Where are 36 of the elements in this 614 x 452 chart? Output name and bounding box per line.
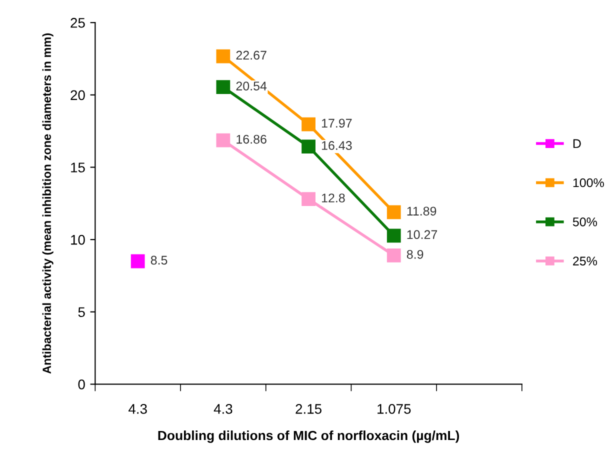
x-tick-label: 4.3 (214, 404, 232, 414)
y-axis-title: Antibacterial activity (mean inhibition zone diameters in mm) (42, 33, 54, 374)
data-label: 20.54 (236, 82, 267, 90)
data-label: 8.5 (150, 256, 168, 265)
y-tick-label: 0 (78, 380, 85, 390)
y-tick-label: 5 (78, 307, 85, 318)
x-tick-label: 4.3 (128, 404, 147, 414)
x-tick-label: 2.15 (296, 404, 322, 414)
x-axis-title: Doubling dilutions of MIC of norfloxacin (µg/mL) (158, 430, 460, 443)
legend-label: D (573, 139, 581, 148)
data-label: 16.43 (322, 141, 352, 150)
point (302, 140, 316, 154)
data-label: 10.27 (407, 230, 438, 240)
y-tick-label: 25 (70, 18, 85, 28)
legend-label: 50% (572, 217, 597, 226)
point (302, 192, 316, 206)
point (386, 205, 401, 220)
point (216, 133, 230, 148)
y-tick-label: 15 (71, 162, 85, 172)
y-tick-label: 20 (70, 90, 85, 100)
data-label: 8.9 (406, 250, 424, 259)
point (386, 228, 401, 243)
point (302, 117, 316, 132)
data-label: 17.97 (322, 118, 352, 128)
data-label: 11.89 (407, 206, 436, 216)
point (216, 49, 230, 64)
legend-label: 100% (573, 178, 604, 188)
point (130, 254, 145, 268)
data-label: 22.67 (236, 50, 266, 60)
y-tick-label: 10 (71, 234, 85, 245)
legend-label: 25% (573, 256, 597, 266)
point (216, 80, 230, 94)
data-label: 12.8 (322, 194, 345, 202)
point (386, 248, 401, 262)
data-label: 16.86 (236, 134, 266, 144)
x-tick-label: 1.075 (378, 404, 411, 414)
